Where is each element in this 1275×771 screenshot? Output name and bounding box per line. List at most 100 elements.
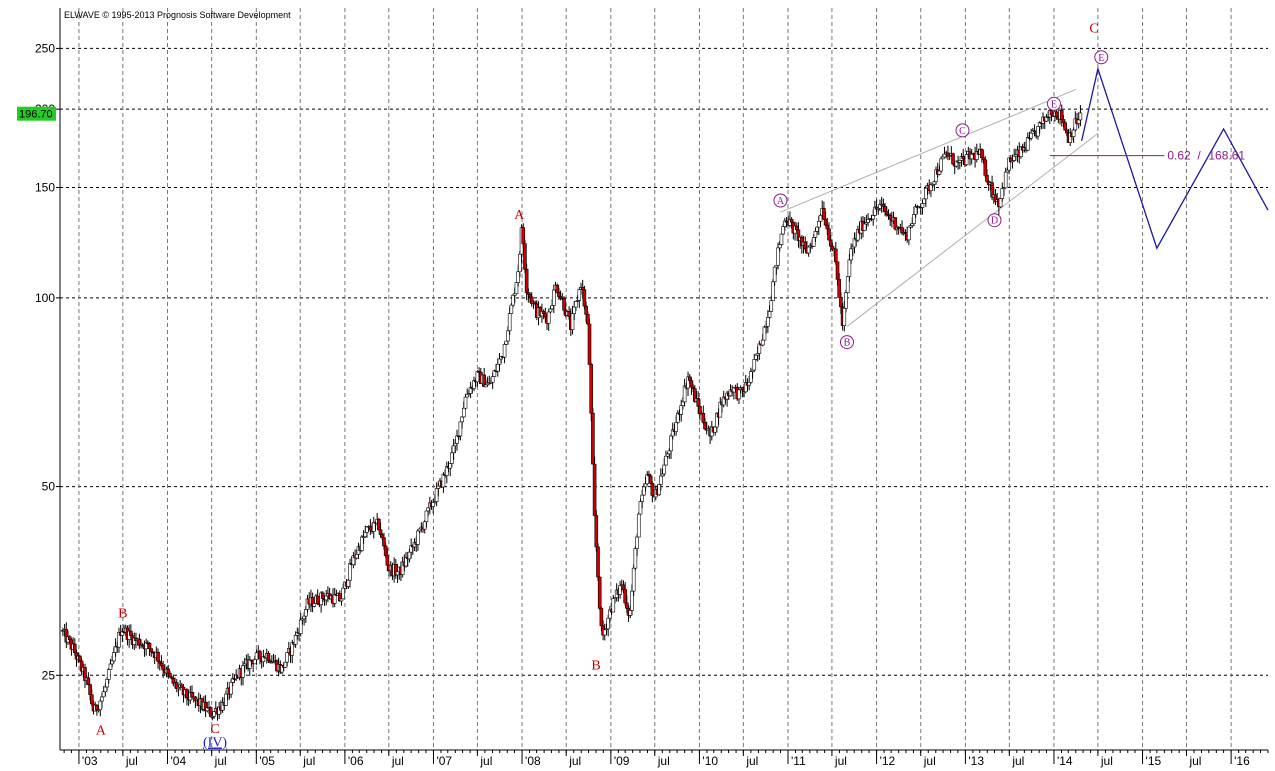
- candle-body: [834, 248, 838, 263]
- x-tick-label: jul: [657, 754, 670, 768]
- x-tick-label: '09: [614, 754, 630, 768]
- candle-body: [562, 298, 566, 311]
- candle-body: [835, 261, 840, 280]
- wave-label-text: B: [591, 659, 600, 674]
- candle-body: [910, 223, 915, 226]
- candle-body: [771, 281, 775, 301]
- candle-body: [108, 663, 113, 670]
- candle-body: [461, 407, 466, 418]
- candle-body: [589, 364, 593, 414]
- candle-body: [504, 340, 509, 345]
- projection-layer: [1080, 66, 1269, 250]
- candle-body: [813, 231, 818, 238]
- candle-body: [550, 305, 554, 310]
- candle-body: [156, 651, 160, 662]
- candle-body: [385, 555, 390, 566]
- candle-body: [312, 603, 317, 607]
- candle-body: [543, 313, 548, 318]
- candle-body: [567, 311, 571, 317]
- wave-label-text: (IV): [203, 736, 227, 751]
- x-tick-label: '05: [259, 754, 275, 768]
- candle-body: [453, 443, 458, 447]
- candle-body: [541, 311, 546, 315]
- candle-body: [89, 694, 94, 705]
- candle-body: [208, 707, 213, 717]
- candle-body: [395, 571, 400, 576]
- candle-body: [407, 551, 412, 560]
- candle-body: [516, 271, 520, 283]
- candle-body: [839, 297, 843, 308]
- x-tick-label: jul: [1188, 754, 1201, 768]
- current-price-bg: [17, 106, 56, 121]
- x-tick-label: '11: [791, 754, 806, 768]
- candle-body: [147, 642, 152, 649]
- candle-body: [511, 294, 515, 306]
- candle-body: [592, 463, 597, 516]
- candle-body: [552, 289, 556, 306]
- wave-label-text: C: [959, 126, 966, 137]
- candle-body: [779, 233, 784, 245]
- candle-body: [584, 305, 588, 315]
- candle-body: [100, 696, 104, 702]
- candle-body: [180, 684, 184, 688]
- candle-body: [811, 237, 816, 247]
- candle-body: [665, 453, 670, 457]
- candle-body: [883, 206, 887, 212]
- candle-body: [789, 219, 794, 223]
- wave-label-circle: [955, 123, 970, 138]
- candle-body: [586, 314, 590, 325]
- wave-label-text: B: [118, 606, 127, 621]
- candle-body: [354, 553, 359, 559]
- candle-body: [302, 615, 306, 620]
- candle-body: [1049, 110, 1054, 116]
- candle-body: [253, 659, 257, 665]
- wave-label-circle: [839, 335, 854, 350]
- candle-body: [570, 313, 575, 330]
- candle-body: [818, 214, 823, 222]
- candle-body: [129, 630, 133, 636]
- candle-body: [509, 304, 514, 314]
- candle-body: [346, 579, 351, 587]
- x-tick-label: jul: [834, 754, 847, 768]
- candle-body: [713, 426, 718, 433]
- candle-body: [636, 513, 641, 538]
- candle-body: [424, 510, 429, 523]
- candle-body: [382, 537, 386, 547]
- candle-body: [161, 665, 165, 671]
- candle-body: [548, 308, 553, 313]
- candle-body: [502, 344, 507, 358]
- candle-body: [929, 184, 933, 191]
- wave-label-text: A: [777, 196, 785, 207]
- candle-body: [73, 643, 77, 653]
- candle-body: [932, 181, 937, 185]
- candle-body: [696, 398, 701, 407]
- candle-body: [360, 536, 364, 551]
- wave-label-circle: [1046, 96, 1061, 111]
- fib-ratio-label: 0.62: [1167, 149, 1191, 163]
- candle-body: [149, 648, 154, 653]
- ytick-layer: 2550100150200250: [35, 41, 60, 682]
- candle-body: [451, 445, 456, 454]
- candle-body: [1025, 137, 1030, 151]
- x-tick-label: jul: [568, 754, 581, 768]
- current-price-marker: 196.70: [17, 106, 56, 121]
- candle-body: [884, 211, 889, 215]
- candle-body: [958, 159, 962, 163]
- wave-label-circle: [1094, 50, 1109, 65]
- candle-body: [518, 253, 522, 273]
- wave-label-text: E: [1051, 99, 1057, 110]
- candle-body: [777, 244, 782, 249]
- candle-body: [772, 266, 777, 283]
- y-tick-label: 25: [42, 668, 56, 682]
- candle-body: [1063, 122, 1067, 131]
- x-tick-label: jul: [479, 754, 492, 768]
- candle-body: [618, 585, 622, 595]
- candle-body: [823, 219, 828, 226]
- wave-label-text: D: [991, 216, 998, 227]
- candle-body: [844, 292, 848, 309]
- candle-body: [951, 153, 955, 165]
- candle-body: [701, 412, 706, 423]
- candle-body: [752, 359, 757, 371]
- candle-body: [1059, 110, 1064, 120]
- candle-body: [625, 602, 629, 609]
